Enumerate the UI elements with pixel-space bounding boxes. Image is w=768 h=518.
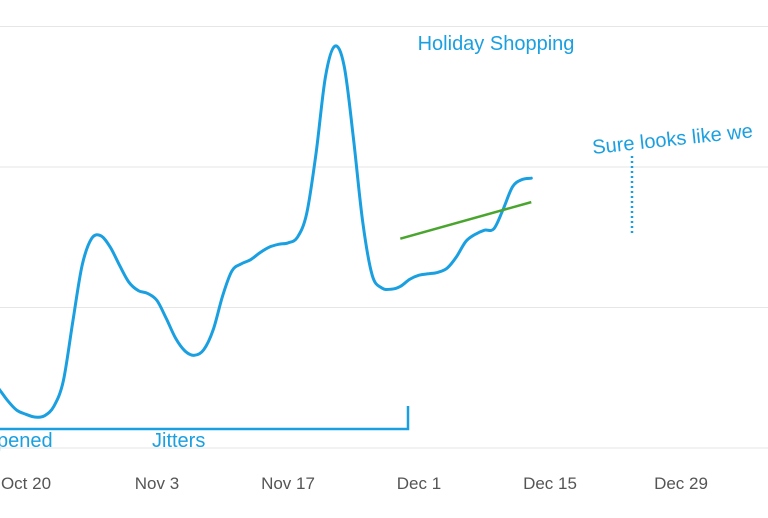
gridlines	[0, 26, 768, 449]
x-tick-label: Oct 20	[1, 474, 51, 493]
x-tick-label: Dec 1	[397, 474, 441, 493]
x-axis-tick-labels: Oct 20 Nov 3 Nov 17 Dec 1 Dec 15 Dec 29	[1, 474, 708, 493]
series-line-main	[0, 44, 533, 419]
annotation-opened: pened	[0, 430, 53, 452]
series-line-trend	[399, 200, 532, 240]
annotation-holiday-shopping: Holiday Shopping	[418, 33, 575, 55]
x-tick-label: Dec 29	[654, 474, 708, 493]
series-lines	[0, 44, 533, 419]
annotation-jitters: Jitters	[152, 430, 205, 452]
x-tick-label: Nov 17	[261, 474, 315, 493]
x-tick-label: Nov 3	[135, 474, 179, 493]
x-tick-label: Dec 15	[523, 474, 577, 493]
bracket-line	[0, 406, 410, 431]
jitters-bracket	[0, 406, 410, 431]
annotation-trend-note: Sure looks like we	[591, 120, 754, 159]
